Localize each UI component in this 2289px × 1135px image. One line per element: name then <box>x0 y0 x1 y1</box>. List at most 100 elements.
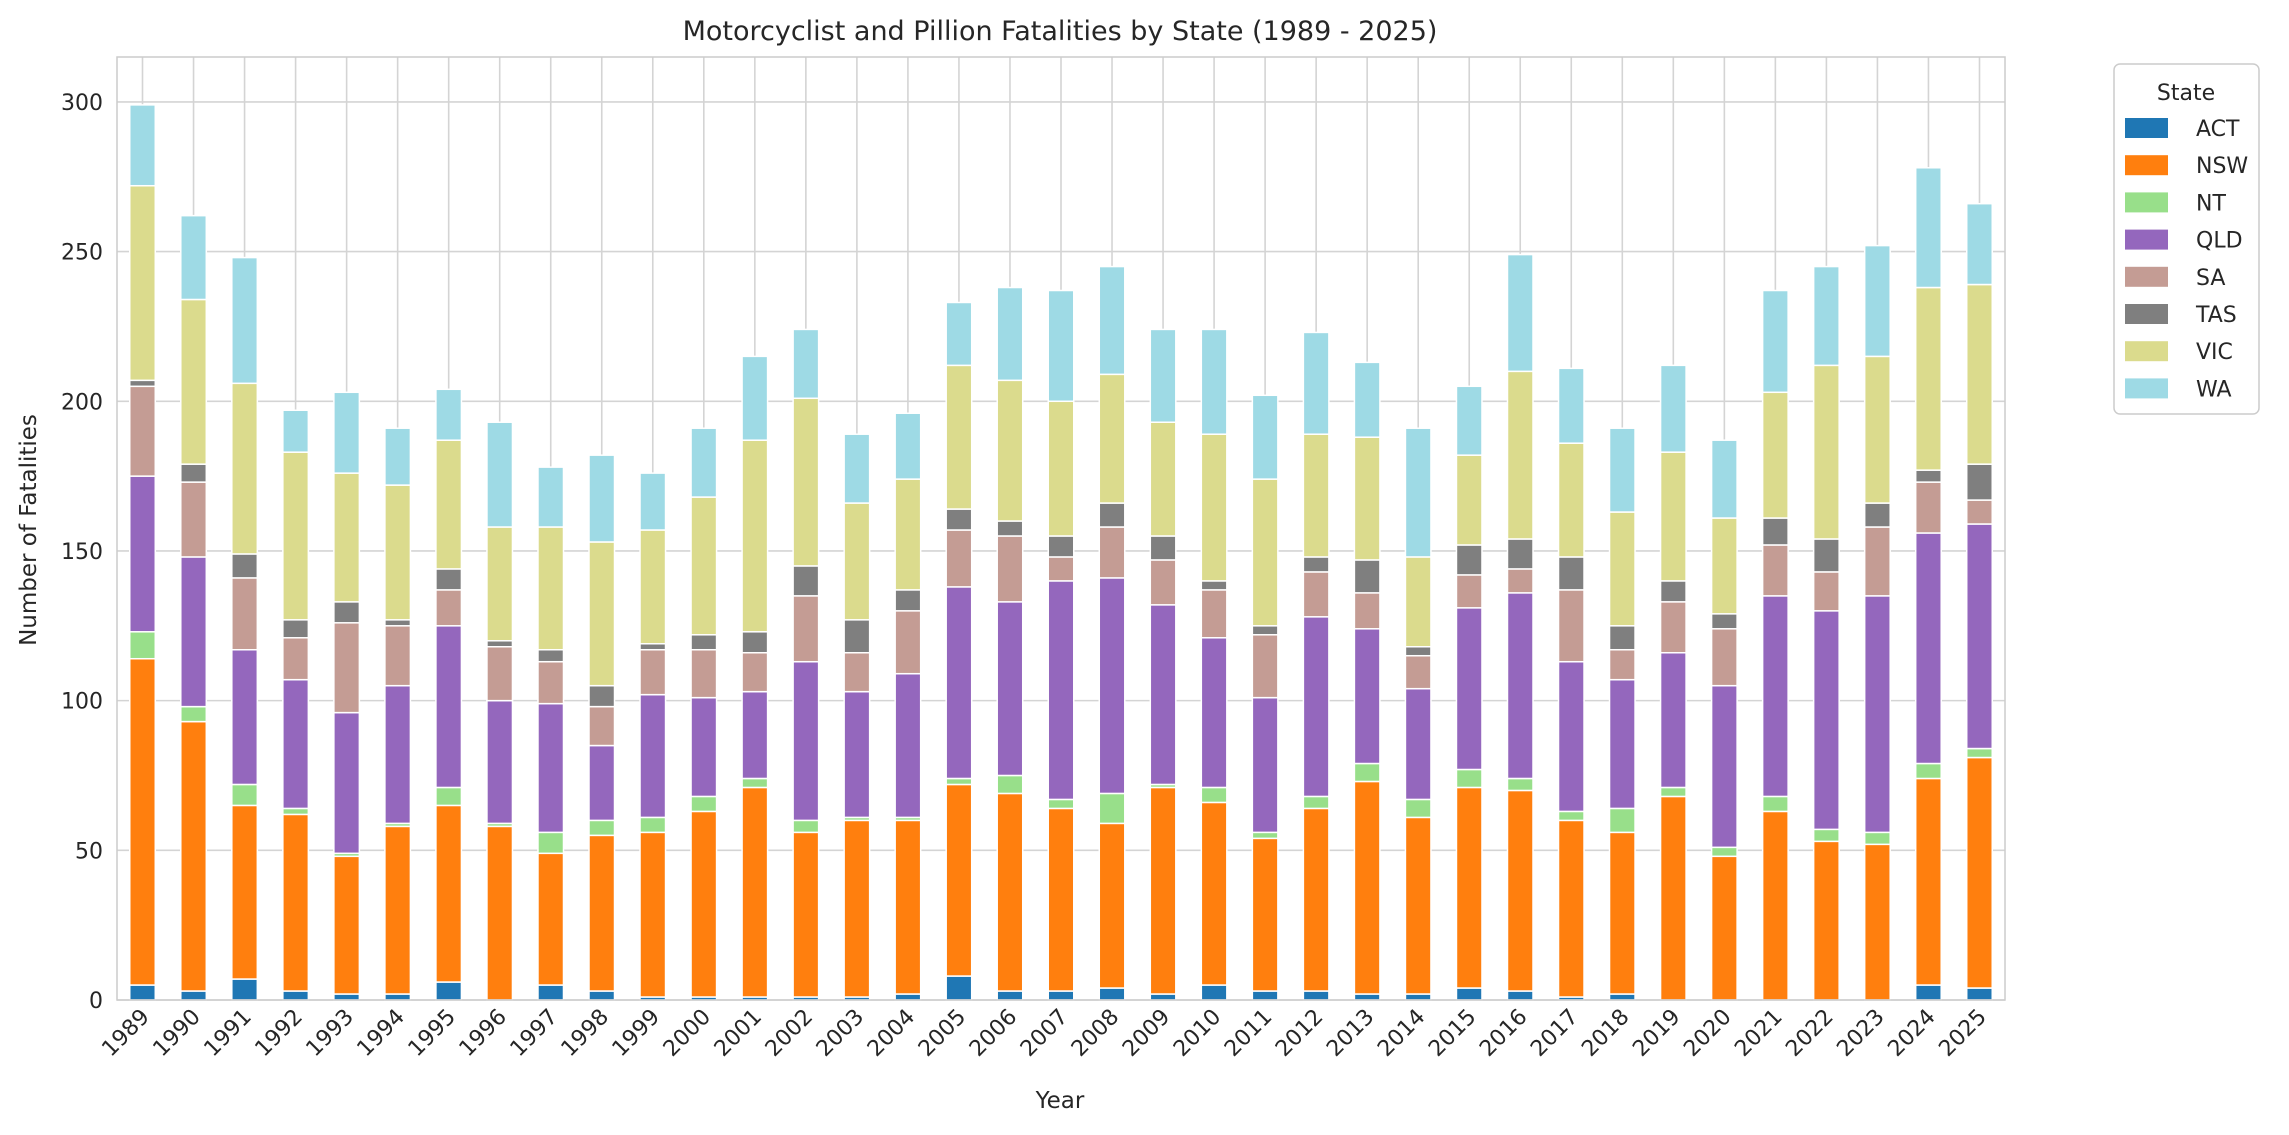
bar-segment-act-2009 <box>1149 993 1177 1001</box>
bar-segment-qld-2020 <box>1710 684 1738 849</box>
bar-segment-nt-1997 <box>537 831 565 855</box>
bar-segment-sa-2018 <box>1608 648 1636 681</box>
bar-segment-act-2012 <box>1302 990 1330 1001</box>
bar-segment-sa-1990 <box>180 481 208 558</box>
bar-segment-sa-1991 <box>231 577 259 651</box>
bar-segment-sa-2014 <box>1404 654 1432 690</box>
bar-segment-vic-1994 <box>384 484 412 621</box>
bar-segment-nt-2015 <box>1455 768 1483 789</box>
bar-segment-sa-2017 <box>1557 589 1585 663</box>
bar-segment-nsw-2011 <box>1251 837 1279 992</box>
bar-segment-qld-1993 <box>333 711 361 855</box>
bar-segment-nt-2025 <box>1965 747 1993 759</box>
bar-segment-wa-2012 <box>1302 331 1330 435</box>
bar-segment-nsw-2003 <box>843 819 871 998</box>
bar-segment-nt-2022 <box>1812 828 1840 843</box>
bar-segment-vic-2015 <box>1455 454 1483 546</box>
bar-segment-act-2007 <box>1047 990 1075 1001</box>
bar-segment-nt-2006 <box>996 774 1024 795</box>
legend-label-wa: WA <box>2196 377 2232 402</box>
bar-segment-sa-1996 <box>486 645 514 702</box>
bar-segment-act-2018 <box>1608 993 1636 1001</box>
bar-segment-nsw-2002 <box>792 831 820 998</box>
bar-segment-nt-2021 <box>1761 795 1789 813</box>
bar-segment-wa-2006 <box>996 286 1024 382</box>
bar-segment-vic-1990 <box>180 298 208 465</box>
bar-segment-qld-2015 <box>1455 607 1483 771</box>
bar-segment-vic-1998 <box>588 541 616 687</box>
bar-segment-sa-2024 <box>1914 481 1942 534</box>
bar-segment-nsw-2013 <box>1353 780 1381 995</box>
bar-segment-sa-2002 <box>792 595 820 663</box>
bar-segment-wa-2022 <box>1812 265 1840 367</box>
bar-segment-nsw-2023 <box>1863 843 1891 1001</box>
bar-segment-nsw-1999 <box>639 831 667 998</box>
y-tick-label: 300 <box>61 91 103 116</box>
bar-segment-nsw-2001 <box>741 786 769 998</box>
bar-segment-nsw-1994 <box>384 825 412 995</box>
bar-segment-vic-2025 <box>1965 283 1993 465</box>
bar-segment-tas-2025 <box>1965 463 1993 501</box>
y-tick-labels: 0 50 100 150 200 250 300 <box>61 91 103 1014</box>
bar-segment-wa-2016 <box>1506 253 1534 373</box>
bar-segment-nt-2018 <box>1608 807 1636 834</box>
bar-segment-act-1994 <box>384 993 412 1001</box>
bar-segment-wa-1996 <box>486 421 514 528</box>
bar-segment-nt-1999 <box>639 816 667 834</box>
bar-segment-tas-2011 <box>1251 625 1279 636</box>
bar-segment-wa-2001 <box>741 355 769 441</box>
bar-segment-qld-2022 <box>1812 610 1840 831</box>
bar-segment-vic-2011 <box>1251 478 1279 627</box>
bar-segment-qld-2013 <box>1353 628 1381 765</box>
bar-segment-sa-1999 <box>639 648 667 696</box>
bar-segment-nsw-2006 <box>996 792 1024 992</box>
bar-segment-nsw-2005 <box>945 783 973 977</box>
bar-segment-wa-2014 <box>1404 427 1432 558</box>
bar-segment-tas-1999 <box>639 643 667 651</box>
legend-label-nsw: NSW <box>2196 154 2248 179</box>
bar-segment-vic-2018 <box>1608 511 1636 627</box>
bar-segment-sa-2011 <box>1251 634 1279 699</box>
bar-segment-nt-1992 <box>282 807 310 816</box>
bar-segment-qld-1989 <box>129 475 157 633</box>
bar-segment-tas-2003 <box>843 619 871 654</box>
bar-segment-vic-2012 <box>1302 433 1330 558</box>
bar-segment-tas-2009 <box>1149 535 1177 561</box>
bar-segment-nt-1989 <box>129 631 157 660</box>
bar-segment-vic-1991 <box>231 382 259 555</box>
y-tick-label: 50 <box>75 839 103 864</box>
bar-segment-qld-2025 <box>1965 523 1993 750</box>
bar-segment-qld-2021 <box>1761 595 1789 798</box>
bar-segment-nsw-2019 <box>1659 795 1687 1001</box>
bar-segment-qld-1994 <box>384 684 412 825</box>
bar-segment-tas-1996 <box>486 640 514 648</box>
bar-segment-qld-2005 <box>945 586 973 780</box>
bar-segment-nsw-2010 <box>1200 801 1228 986</box>
bar-segment-tas-2012 <box>1302 556 1330 573</box>
bar-segment-nsw-1996 <box>486 825 514 1001</box>
bar-segment-nt-2007 <box>1047 798 1075 810</box>
bar-segment-nsw-1993 <box>333 855 361 995</box>
bar-segment-qld-1992 <box>282 678 310 810</box>
bar-segment-vic-1999 <box>639 529 667 645</box>
bar-segment-tas-1989 <box>129 379 157 388</box>
bar-segment-qld-2009 <box>1149 604 1177 786</box>
bar-segment-vic-1996 <box>486 526 514 642</box>
bar-segment-act-1991 <box>231 978 259 1001</box>
bar-segment-vic-1992 <box>282 451 310 621</box>
bar-segment-vic-2016 <box>1506 370 1534 540</box>
bar-segment-vic-2008 <box>1098 373 1126 504</box>
bar-segment-qld-2024 <box>1914 532 1942 765</box>
bar-segment-nsw-2016 <box>1506 789 1534 992</box>
bar-segment-nsw-2012 <box>1302 807 1330 992</box>
bar-segment-act-1989 <box>129 984 157 1001</box>
bar-segment-tas-2022 <box>1812 538 1840 573</box>
bar-segment-vic-2005 <box>945 364 973 510</box>
legend-swatch-tas <box>2125 304 2168 324</box>
bar-segment-sa-2022 <box>1812 571 1840 612</box>
bar-segment-vic-2004 <box>894 478 922 591</box>
bar-segment-sa-2025 <box>1965 499 1993 525</box>
bar-segment-qld-1996 <box>486 699 514 825</box>
bar-segment-qld-2012 <box>1302 616 1330 798</box>
